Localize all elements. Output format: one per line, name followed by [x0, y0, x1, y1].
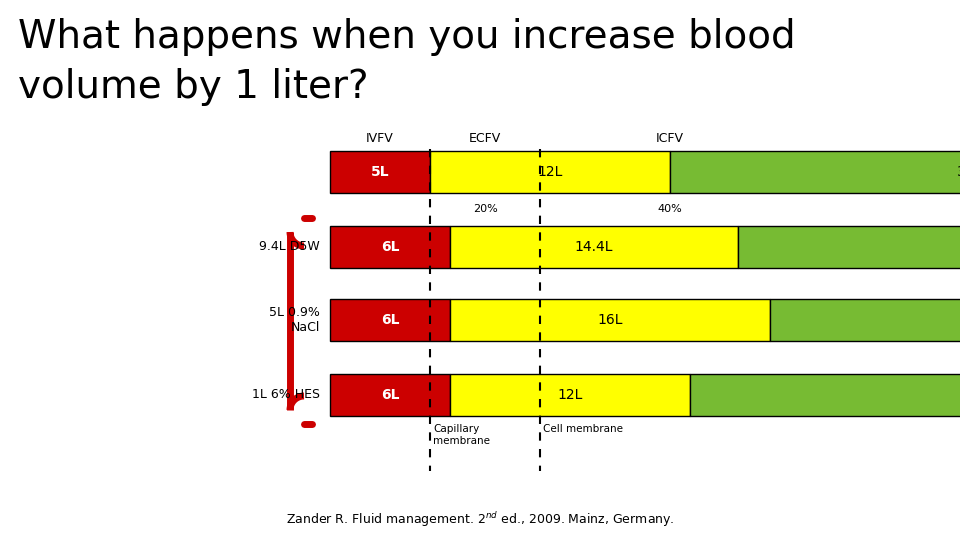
Bar: [330, 374, 450, 416]
Text: 20%: 20%: [472, 205, 497, 214]
Bar: [450, 374, 690, 416]
Text: Zander R. Fluid management. 2$^{nd}$ ed., 2009. Mainz, Germany.: Zander R. Fluid management. 2$^{nd}$ ed.…: [286, 510, 674, 529]
Text: 12L: 12L: [558, 388, 583, 402]
Bar: [450, 226, 738, 268]
Text: 1L 6% HES: 1L 6% HES: [252, 388, 320, 402]
Text: IVFV: IVFV: [366, 132, 394, 145]
Text: 12L: 12L: [538, 165, 563, 179]
Text: 30L: 30L: [957, 165, 960, 179]
Bar: [770, 299, 960, 341]
Text: 6L: 6L: [381, 240, 399, 254]
Text: 6L: 6L: [381, 313, 399, 327]
Bar: [430, 151, 670, 193]
Text: 40%: 40%: [658, 205, 683, 214]
Text: Cell membrane: Cell membrane: [543, 424, 623, 434]
Text: 5L 0.9%
NaCl: 5L 0.9% NaCl: [269, 306, 320, 334]
Bar: [670, 151, 960, 193]
Bar: [330, 151, 430, 193]
Text: volume by 1 liter?: volume by 1 liter?: [18, 68, 369, 106]
Text: 16L: 16L: [597, 313, 623, 327]
Text: ECFV: ECFV: [468, 132, 501, 145]
Bar: [738, 226, 960, 268]
Bar: [330, 299, 450, 341]
Text: ICFV: ICFV: [656, 132, 684, 145]
Text: 5L: 5L: [371, 165, 390, 179]
Bar: [330, 226, 450, 268]
Bar: [690, 374, 960, 416]
Bar: [450, 299, 770, 341]
Text: 14.4L: 14.4L: [575, 240, 613, 254]
Text: 6L: 6L: [381, 388, 399, 402]
Text: Capillary
membrane: Capillary membrane: [433, 424, 490, 446]
Text: 9.4L D5W: 9.4L D5W: [259, 240, 320, 253]
Text: What happens when you increase blood: What happens when you increase blood: [18, 18, 796, 56]
